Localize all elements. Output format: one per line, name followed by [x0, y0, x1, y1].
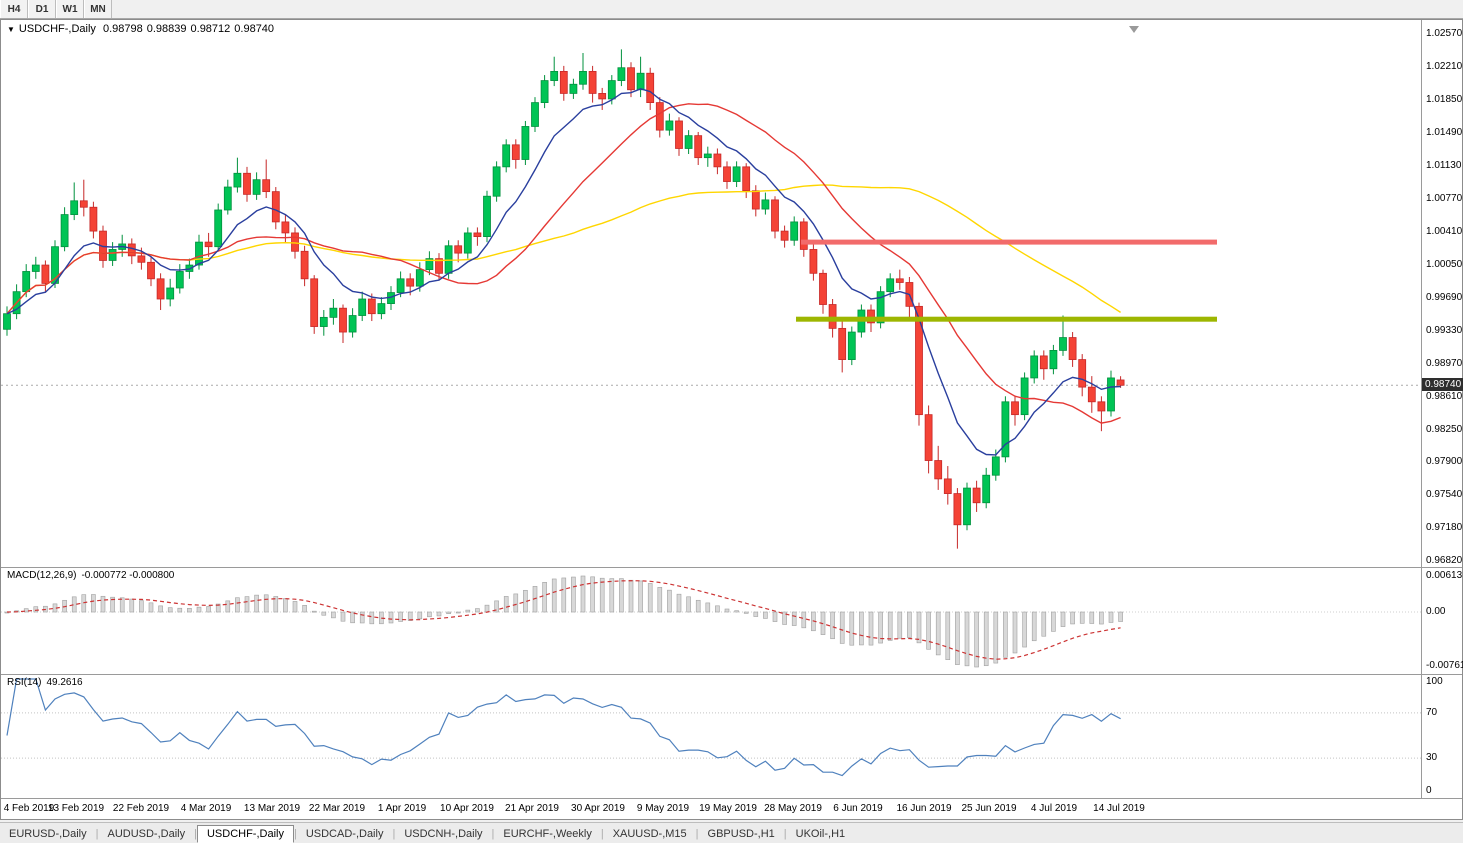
chart-tab-audusd[interactable]: AUDUSD-,Daily — [107, 827, 186, 840]
time-axis-label: 4 Jul 2019 — [1030, 803, 1078, 814]
price-axis-label: 1.01490 — [1426, 126, 1463, 138]
timeframe-toolbar: H4 D1 W1 MN — [0, 0, 1463, 19]
price-chart-pane[interactable]: ▼ USDCHF-,Daily 0.98798 0.98839 0.98712 0.98… — [1, 20, 1421, 568]
time-axis-label: 19 May 2019 — [699, 803, 757, 814]
time-axis[interactable]: 4 Feb 2019 13 Feb 2019 22 Feb 2019 4 Mar 20… — [1, 799, 1462, 819]
current-price-badge: 0.98740 — [1422, 378, 1463, 392]
macd-axis-label: -0.00761 — [1426, 660, 1463, 671]
rsi-axis-label: 0 — [1426, 785, 1432, 796]
macd-pane[interactable]: MACD(12,26,9) -0.000772 -0.000800 — [1, 568, 1421, 675]
time-axis-label: 14 Jul 2019 — [1093, 803, 1145, 814]
price-axis-label: 0.99690 — [1426, 292, 1463, 304]
chart-tab-usdcnh[interactable]: USDCNH-,Daily — [404, 827, 483, 840]
timeframe-button-w1[interactable]: W1 — [56, 0, 84, 18]
timeframe-button-mn[interactable]: MN — [84, 0, 112, 18]
price-axis-label: 1.01130 — [1426, 159, 1462, 171]
rsi-axis-label: 70 — [1426, 706, 1438, 718]
tab-separator: | — [293, 827, 297, 840]
chart-tab-xauusd[interactable]: XAUUSD-,M15 — [612, 827, 687, 840]
price-axis-label: 0.98610 — [1426, 391, 1463, 403]
candlestick-chart — [1, 49, 1421, 549]
time-axis-label: 21 Apr 2019 — [505, 803, 559, 814]
tab-separator: | — [491, 827, 495, 840]
rsi-chart — [1, 678, 1421, 777]
rsi-value: 49.2616 — [46, 677, 83, 688]
tab-separator: | — [695, 827, 699, 840]
chart-symbol-label: USDCHF-,Daily — [18, 23, 96, 35]
time-axis-label: 13 Feb 2019 — [47, 803, 105, 814]
price-axis-label: 0.98970 — [1426, 358, 1463, 370]
ohlc-open-value: 0.98798 — [102, 23, 143, 35]
rsi-label: RSI(14) — [7, 677, 42, 688]
chart-tab-bar: EURUSD-,Daily | AUDUSD-,Daily | USDCHF-,Dail… — [0, 822, 1463, 843]
macd-axis[interactable]: 0.00613 0.00 -0.00761 — [1421, 568, 1463, 675]
time-axis-label: 6 Jun 2019 — [833, 803, 883, 814]
ohlc-low-value: 0.98712 — [190, 23, 231, 35]
chart-shift-marker[interactable] — [1129, 26, 1139, 33]
chart-tab-ukoil[interactable]: UKOil-,H1 — [795, 827, 846, 840]
macd-chart — [1, 575, 1421, 668]
price-axis-label: 0.98250 — [1426, 424, 1463, 436]
tab-separator: | — [392, 827, 396, 840]
time-axis-label: 4 Mar 2019 — [180, 803, 232, 814]
price-axis-label: 0.97180 — [1426, 522, 1463, 534]
macd-values: -0.000772 -0.000800 — [81, 570, 175, 581]
tab-separator: | — [95, 827, 99, 840]
chart-tab-usdcad[interactable]: USDCAD-,Daily — [305, 827, 384, 840]
time-axis-label: 28 May 2019 — [764, 803, 822, 814]
timeframe-button-h4[interactable]: H4 — [0, 0, 28, 18]
time-axis-label: 25 Jun 2019 — [961, 803, 1017, 814]
ohlc-close-value: 0.98740 — [234, 23, 275, 35]
chart-tab-gbpusd[interactable]: GBPUSD-,H1 — [707, 827, 775, 840]
rsi-axis[interactable]: 100 70 30 0 — [1421, 675, 1462, 799]
price-axis-label: 0.97540 — [1426, 489, 1463, 501]
price-axis-label: 0.99330 — [1426, 325, 1463, 337]
rsi-axis-label: 30 — [1426, 752, 1438, 764]
time-axis-label: 16 Jun 2019 — [896, 803, 952, 814]
time-axis-label: 13 Mar 2019 — [243, 803, 301, 814]
macd-axis-label: 0.00 — [1426, 606, 1446, 618]
time-axis-label: 22 Mar 2019 — [308, 803, 366, 814]
time-axis-label: 30 Apr 2019 — [571, 803, 625, 814]
price-axis-label: 1.00770 — [1426, 192, 1463, 204]
chart-tab-eurusd[interactable]: EURUSD-,Daily — [9, 827, 87, 840]
rsi-header: RSI(14) 49.2616 — [7, 677, 88, 688]
tab-separator: | — [783, 827, 787, 840]
time-axis-label: 1 Apr 2019 — [377, 803, 427, 814]
timeframe-button-d1[interactable]: D1 — [28, 0, 56, 18]
tab-separator: | — [194, 827, 197, 840]
chart-tab-usdchf[interactable]: USDCHF-,Daily — [196, 824, 294, 843]
price-axis-label: 0.97900 — [1426, 456, 1463, 468]
ohlc-high-value: 0.98839 — [146, 23, 187, 35]
price-axis-label: 1.00410 — [1426, 226, 1463, 237]
time-axis-label: 4 Feb 2019 — [3, 803, 55, 814]
macd-header: MACD(12,26,9) -0.000772 -0.000800 — [7, 570, 179, 581]
time-axis-label: 22 Feb 2019 — [112, 803, 170, 814]
rsi-axis-label: 100 — [1426, 676, 1443, 687]
chart-window: ▼ USDCHF-,Daily 0.98798 0.98839 0.98712 0.98… — [0, 19, 1463, 820]
symbol-dropdown-icon[interactable]: ▼ — [7, 25, 15, 34]
macd-label: MACD(12,26,9) — [7, 570, 77, 581]
chart-tab-eurchf[interactable]: EURCHF-,Weekly — [503, 827, 592, 840]
price-axis-label: 1.02210 — [1426, 60, 1463, 72]
price-axis-label: 0.96820 — [1426, 555, 1463, 567]
rsi-pane[interactable]: RSI(14) 49.2616 — [1, 675, 1421, 799]
price-axis[interactable]: 1.02570 1.02210 1.01850 1.01490 1.01130 1.007… — [1421, 20, 1463, 568]
time-axis-label: 10 Apr 2019 — [440, 803, 494, 814]
price-axis-label: 1.00050 — [1426, 259, 1463, 271]
price-axis-label: 1.02570 — [1426, 27, 1463, 39]
tab-separator: | — [600, 827, 604, 840]
macd-axis-label: 0.00613 — [1426, 570, 1463, 581]
price-axis-label: 1.01850 — [1426, 93, 1463, 105]
time-axis-label: 9 May 2019 — [636, 803, 690, 814]
chart-header: ▼ USDCHF-,Daily 0.98798 0.98839 0.98712 0.98… — [7, 23, 278, 35]
